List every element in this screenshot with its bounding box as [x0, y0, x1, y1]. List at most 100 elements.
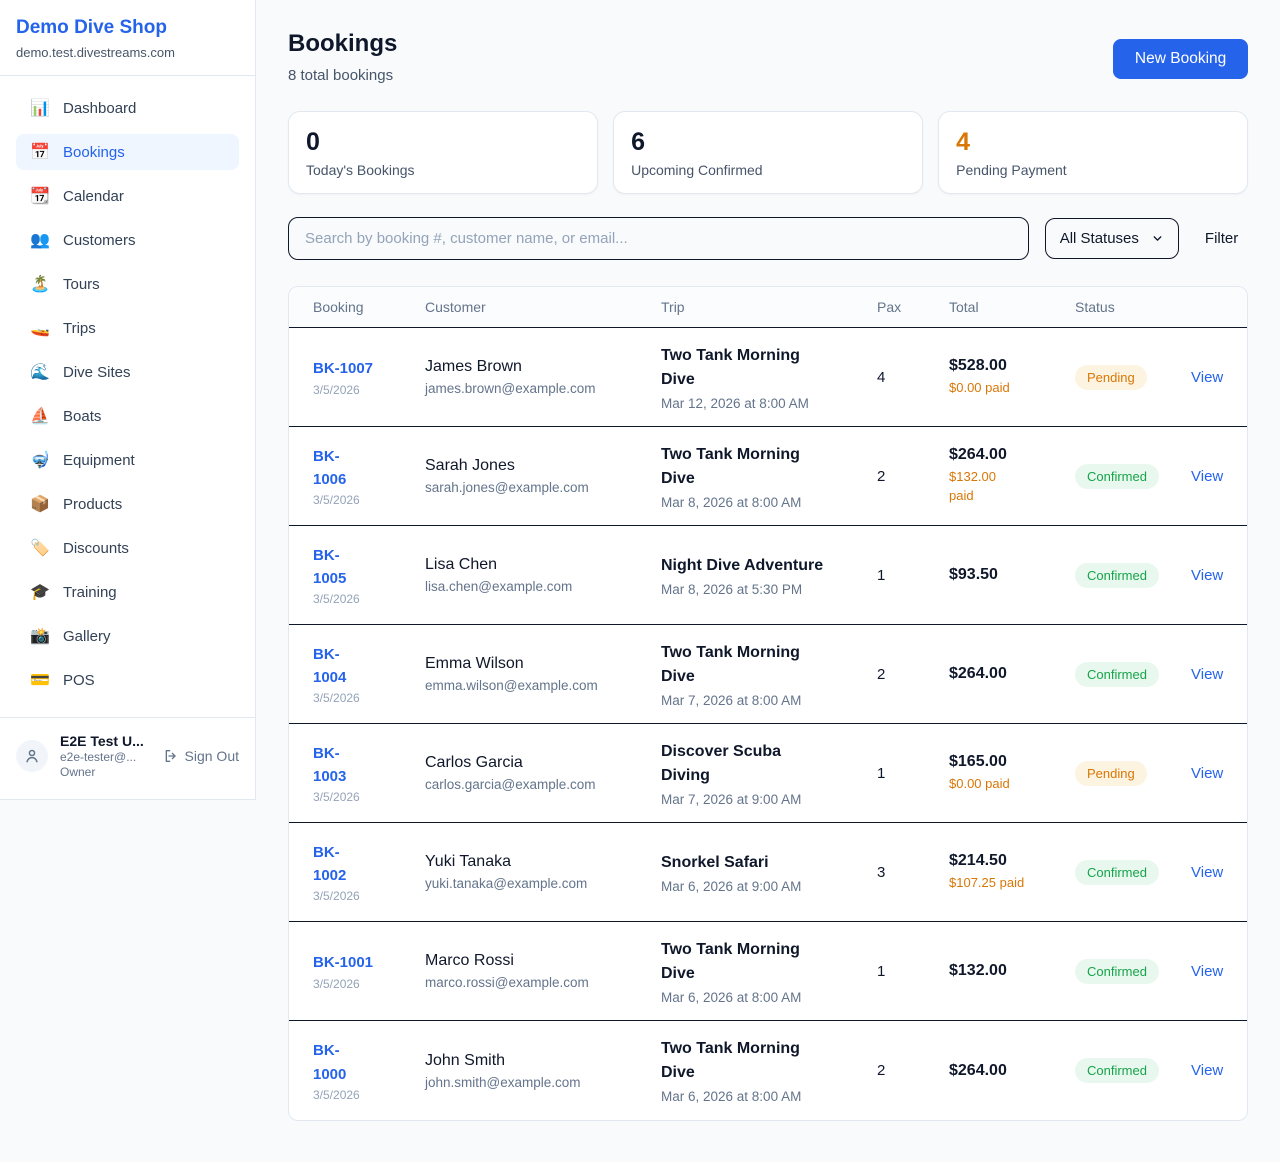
- booking-link[interactable]: BK- 1003: [313, 744, 347, 785]
- pax-count: 2: [877, 1062, 886, 1079]
- stat-label: Today's Bookings: [306, 162, 415, 178]
- total-cell: $93.50: [949, 566, 1075, 584]
- view-link[interactable]: View: [1191, 368, 1224, 386]
- stat-card-todays-bookings: 0 Today's Bookings: [288, 111, 599, 194]
- calendar-icon: 📆: [30, 188, 50, 205]
- status-filter-value: All Statuses: [1059, 230, 1139, 247]
- brand-name: Demo Dive Shop: [16, 17, 167, 38]
- sidebar-item-pos[interactable]: 💳 POS: [16, 662, 239, 698]
- sidebar-item-equipment[interactable]: 🤿 Equipment: [16, 442, 239, 478]
- booking-link[interactable]: BK- 1006: [313, 447, 347, 488]
- table-row: BK- 1000 3/5/2026 John Smith john.smith@exam…: [289, 1021, 1247, 1120]
- column-header-booking: Booking: [313, 299, 364, 315]
- new-booking-button[interactable]: New Booking: [1112, 39, 1249, 79]
- sidebar-item-bookings[interactable]: 📅 Bookings: [16, 134, 239, 170]
- sidebar-item-gallery[interactable]: 📸 Gallery: [16, 618, 239, 654]
- customer-cell: John Smith john.smith@example.com: [425, 1052, 661, 1090]
- page-title: Bookings: [288, 30, 398, 57]
- booking-date: 3/5/2026: [313, 976, 360, 991]
- sidebar-item-label: Dive Sites: [63, 363, 131, 381]
- sign-out-button[interactable]: Sign Out: [163, 748, 239, 764]
- sidebar-item-dashboard[interactable]: 📊 Dashboard: [16, 90, 239, 126]
- customer-cell: Emma Wilson emma.wilson@example.com: [425, 655, 661, 693]
- pos-icon: 💳: [30, 672, 50, 689]
- sidebar-item-label: Equipment: [63, 451, 135, 469]
- booking-link[interactable]: BK- 1002: [313, 843, 347, 884]
- booking-link[interactable]: BK-1001: [313, 954, 374, 972]
- trip-name: Two Tank Morning Dive: [661, 1040, 800, 1081]
- customer-cell: Lisa Chen lisa.chen@example.com: [425, 556, 661, 594]
- sidebar-item-boats[interactable]: ⛵ Boats: [16, 398, 239, 434]
- status-badge: Confirmed: [1075, 562, 1159, 588]
- booking-cell: BK- 1006 3/5/2026: [313, 445, 425, 508]
- table-controls: All Statuses Filter: [288, 217, 1248, 260]
- total-cell: $132.00: [949, 962, 1075, 980]
- gallery-icon: 📸: [30, 628, 50, 645]
- booking-link[interactable]: BK- 1005: [313, 546, 347, 587]
- booking-date: 3/5/2026: [313, 889, 360, 904]
- sidebar-item-calendar[interactable]: 📆 Calendar: [16, 178, 239, 214]
- sidebar-item-label: Bookings: [63, 143, 125, 161]
- booking-link[interactable]: BK-1007: [313, 360, 374, 378]
- total-amount: $214.50: [949, 851, 1007, 869]
- sidebar-item-customers[interactable]: 👥 Customers: [16, 222, 239, 258]
- booking-cell: BK- 1003 3/5/2026: [313, 742, 425, 805]
- page-header: Bookings 8 total bookings New Booking: [288, 30, 1249, 84]
- column-header-status: Status: [1075, 299, 1115, 315]
- trip-date: Mar 7, 2026 at 9:00 AM: [661, 791, 802, 807]
- status-badge: Confirmed: [1075, 661, 1159, 687]
- booking-link[interactable]: BK- 1004: [313, 645, 347, 686]
- trip-cell: Night Dive Adventure Mar 8, 2026 at 5:30 …: [661, 554, 877, 597]
- sidebar-item-label: Boats: [63, 407, 102, 425]
- trip-name: Two Tank Morning Dive: [661, 346, 800, 388]
- total-amount: $132.00: [949, 962, 1007, 979]
- total-amount: $93.50: [949, 566, 998, 583]
- paid-amount: $0.00 paid: [949, 775, 1010, 791]
- column-header-trip: Trip: [661, 299, 685, 315]
- trip-name: Discover Scuba Diving: [661, 742, 782, 784]
- total-amount: $264.00: [949, 665, 1007, 682]
- trip-date: Mar 7, 2026 at 8:00 AM: [661, 692, 802, 708]
- view-link[interactable]: View: [1191, 764, 1224, 782]
- discounts-icon: 🏷️: [30, 540, 50, 557]
- stat-value: 0: [306, 128, 320, 156]
- stat-value: 4: [956, 128, 971, 156]
- customer-name: Emma Wilson: [425, 655, 524, 672]
- sidebar-item-training[interactable]: 🎓 Training: [16, 574, 239, 610]
- booking-link[interactable]: BK- 1000: [313, 1042, 347, 1083]
- view-link[interactable]: View: [1191, 863, 1224, 881]
- view-link[interactable]: View: [1191, 566, 1224, 584]
- customer-name: Sarah Jones: [425, 457, 515, 474]
- sidebar-item-discounts[interactable]: 🏷️ Discounts: [16, 530, 239, 566]
- view-link[interactable]: View: [1191, 962, 1224, 980]
- status-cell: Confirmed: [1075, 661, 1191, 687]
- total-cell: $528.00 $0.00 paid: [949, 357, 1075, 398]
- table-body: BK-1007 3/5/2026 James Brown james.brown@ex…: [289, 328, 1248, 1120]
- chevron-down-icon: [1153, 236, 1162, 241]
- avatar: [16, 740, 48, 773]
- total-cell: $264.00: [949, 665, 1075, 683]
- search-input[interactable]: [288, 217, 1029, 260]
- pax-count: 1: [877, 764, 886, 782]
- customer-name: Marco Rossi: [425, 952, 514, 969]
- equipment-icon: 🤿: [30, 452, 50, 469]
- sidebar-item-label: Dashboard: [63, 99, 137, 117]
- booking-cell: BK- 1005 3/5/2026: [313, 544, 425, 607]
- filter-button[interactable]: Filter: [1204, 230, 1239, 247]
- products-icon: 📦: [30, 496, 50, 513]
- table-header-row: Booking Customer Trip Pax Total Status: [289, 287, 1248, 328]
- customer-email: emma.wilson@example.com: [425, 678, 598, 693]
- view-link[interactable]: View: [1191, 1062, 1224, 1079]
- view-link[interactable]: View: [1191, 665, 1224, 683]
- trip-name: Two Tank Morning Dive: [661, 445, 800, 487]
- sidebar-item-dive-sites[interactable]: 🌊 Dive Sites: [16, 354, 239, 390]
- sidebar-item-tours[interactable]: 🏝️ Tours: [16, 266, 239, 302]
- sidebar-item-trips[interactable]: 🚤 Trips: [16, 310, 239, 346]
- sidebar-item-products[interactable]: 📦 Products: [16, 486, 239, 522]
- view-link[interactable]: View: [1191, 467, 1224, 485]
- total-amount: $528.00: [949, 356, 1007, 374]
- trip-date: Mar 6, 2026 at 8:00 AM: [661, 989, 802, 1005]
- status-filter-select[interactable]: All Statuses: [1044, 218, 1179, 259]
- customer-email: john.smith@example.com: [425, 1074, 581, 1090]
- customer-email: carlos.garcia@example.com: [425, 777, 596, 792]
